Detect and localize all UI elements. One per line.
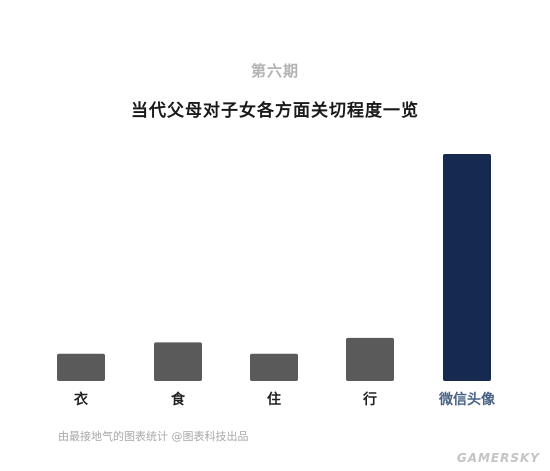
category-label-2: 住 [267,391,281,408]
source-note: 由最接地气的图表统计 @图表科技出品 [58,430,249,443]
category-label-0: 衣 [74,391,89,408]
bar-1 [154,342,202,381]
bar-4 [443,154,491,381]
bar-3 [346,337,394,381]
watermark-logo: GAMERSKY [456,451,540,465]
category-label-4: 微信头像 [438,391,496,408]
chart-title: 当代父母对子女各方面关切程度一览 [131,101,419,121]
bar-2 [250,353,298,381]
category-label-3: 行 [362,391,377,408]
bar-0 [57,353,105,381]
issue-label: 第六期 [250,62,299,80]
category-label-1: 食 [171,391,186,408]
